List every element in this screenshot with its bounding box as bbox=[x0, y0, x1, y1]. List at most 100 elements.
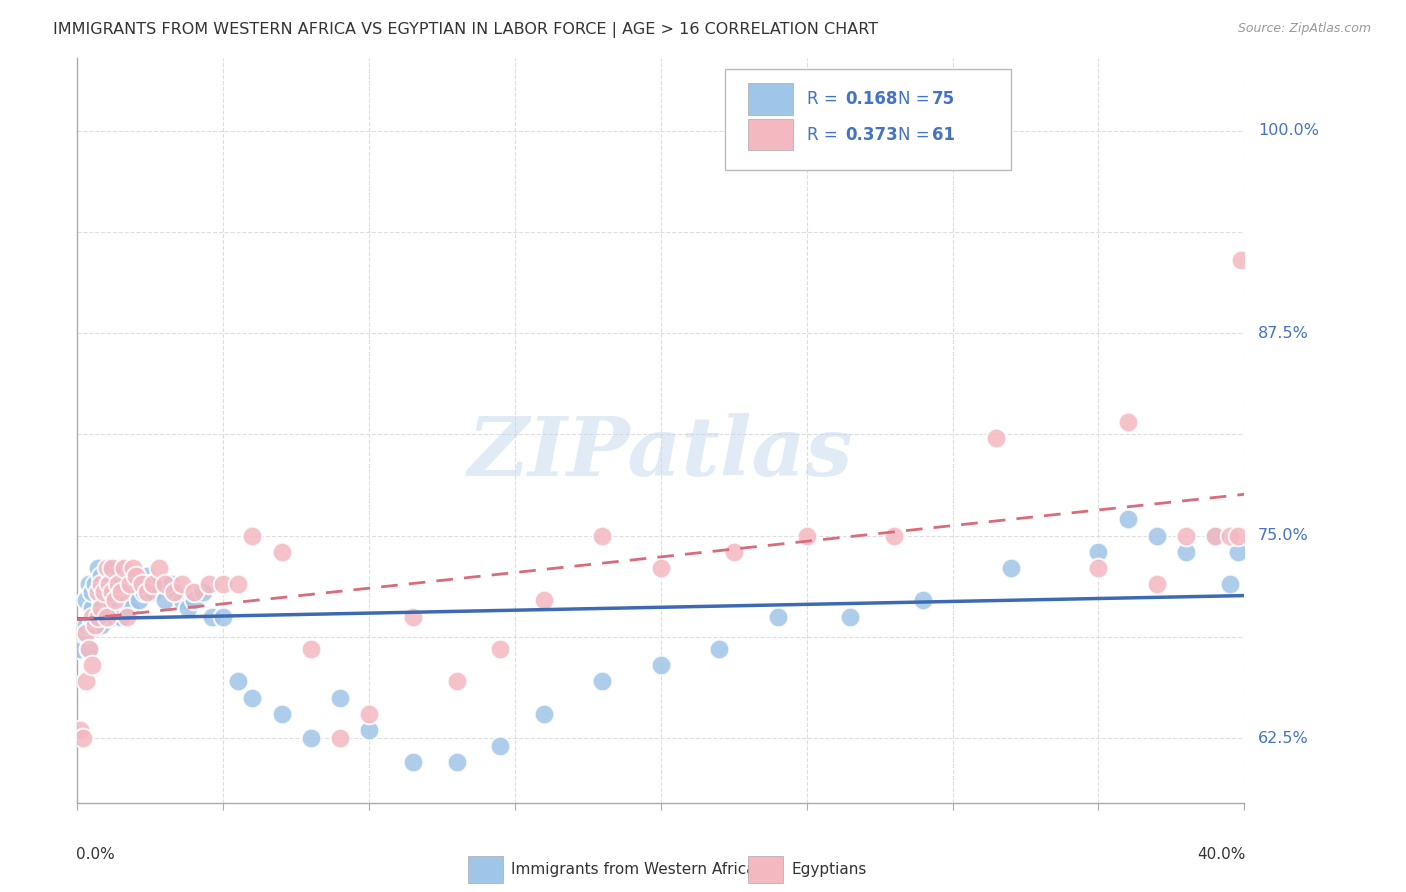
Point bbox=[1219, 528, 1241, 542]
Point bbox=[96, 609, 118, 624]
Point bbox=[1174, 545, 1197, 559]
Point bbox=[101, 601, 124, 615]
Point bbox=[839, 609, 862, 624]
Point bbox=[93, 609, 115, 624]
Point bbox=[986, 432, 1008, 446]
Point bbox=[83, 577, 105, 591]
Point bbox=[115, 593, 138, 607]
Text: 0.168: 0.168 bbox=[845, 90, 897, 108]
Point bbox=[80, 617, 103, 632]
Point bbox=[98, 577, 121, 591]
Point bbox=[98, 561, 121, 575]
Point bbox=[75, 593, 97, 607]
Point bbox=[112, 577, 135, 591]
Point bbox=[1204, 528, 1226, 542]
Point bbox=[212, 609, 235, 624]
Point bbox=[101, 585, 124, 599]
Point bbox=[270, 545, 292, 559]
Point bbox=[131, 577, 153, 591]
Point bbox=[1204, 528, 1226, 542]
Point bbox=[131, 577, 153, 591]
Point bbox=[118, 577, 141, 591]
Point bbox=[489, 739, 512, 753]
Point bbox=[299, 642, 322, 657]
Point bbox=[80, 609, 103, 624]
Point bbox=[270, 706, 292, 721]
Text: Egyptians: Egyptians bbox=[792, 863, 868, 878]
Point bbox=[1116, 512, 1139, 526]
Point bbox=[240, 528, 263, 542]
Point bbox=[329, 690, 352, 705]
Point bbox=[226, 577, 249, 591]
Text: 100.0%: 100.0% bbox=[1258, 123, 1319, 138]
Text: IMMIGRANTS FROM WESTERN AFRICA VS EGYPTIAN IN LABOR FORCE | AGE > 16 CORRELATION: IMMIGRANTS FROM WESTERN AFRICA VS EGYPTI… bbox=[53, 22, 879, 38]
Point bbox=[80, 658, 103, 673]
Point bbox=[1146, 528, 1168, 542]
Point bbox=[124, 585, 148, 599]
Point bbox=[1000, 561, 1022, 575]
Point bbox=[83, 617, 105, 632]
Point bbox=[226, 674, 249, 689]
Point bbox=[128, 593, 150, 607]
Point bbox=[87, 609, 110, 624]
Point bbox=[592, 528, 614, 542]
Point bbox=[1230, 253, 1253, 268]
Point bbox=[121, 561, 143, 575]
Point bbox=[90, 577, 112, 591]
Point bbox=[77, 577, 100, 591]
Point bbox=[1174, 528, 1197, 542]
Point bbox=[90, 617, 112, 632]
FancyBboxPatch shape bbox=[468, 856, 503, 883]
Point bbox=[142, 585, 165, 599]
FancyBboxPatch shape bbox=[725, 70, 1011, 169]
Point bbox=[96, 561, 118, 575]
Point bbox=[172, 593, 194, 607]
Point bbox=[69, 723, 91, 737]
Point bbox=[402, 756, 425, 770]
Point bbox=[101, 561, 124, 575]
Point bbox=[489, 642, 512, 657]
Point bbox=[162, 585, 184, 599]
Point bbox=[172, 577, 194, 591]
FancyBboxPatch shape bbox=[748, 83, 793, 114]
Point bbox=[87, 585, 110, 599]
Point bbox=[110, 569, 132, 583]
Point bbox=[93, 585, 115, 599]
Point bbox=[75, 617, 97, 632]
Point bbox=[83, 609, 105, 624]
Point bbox=[77, 642, 100, 657]
Point bbox=[650, 658, 672, 673]
Point bbox=[72, 625, 94, 640]
Text: 0.373: 0.373 bbox=[845, 126, 898, 144]
Point bbox=[183, 593, 205, 607]
Point bbox=[197, 577, 219, 591]
Point bbox=[101, 585, 124, 599]
Point bbox=[121, 577, 143, 591]
Point bbox=[191, 585, 214, 599]
FancyBboxPatch shape bbox=[748, 856, 783, 883]
Text: N =: N = bbox=[897, 126, 935, 144]
Point bbox=[96, 609, 118, 624]
Text: R =: R = bbox=[807, 126, 842, 144]
Point bbox=[1227, 528, 1250, 542]
Point bbox=[107, 561, 129, 575]
Point bbox=[796, 528, 818, 542]
Point bbox=[104, 593, 127, 607]
Point bbox=[1146, 577, 1168, 591]
Point bbox=[80, 585, 103, 599]
Point bbox=[80, 601, 103, 615]
Point bbox=[87, 617, 110, 632]
Point bbox=[446, 674, 468, 689]
Point bbox=[124, 569, 148, 583]
Point bbox=[766, 609, 789, 624]
Point bbox=[110, 609, 132, 624]
Point bbox=[912, 593, 935, 607]
Text: ZIPatlas: ZIPatlas bbox=[468, 413, 853, 492]
Point bbox=[90, 569, 112, 583]
Point bbox=[107, 577, 129, 591]
Text: N =: N = bbox=[897, 90, 935, 108]
Point bbox=[1087, 545, 1109, 559]
Text: 75.0%: 75.0% bbox=[1258, 528, 1309, 543]
Point bbox=[142, 577, 165, 591]
Point bbox=[1227, 545, 1250, 559]
